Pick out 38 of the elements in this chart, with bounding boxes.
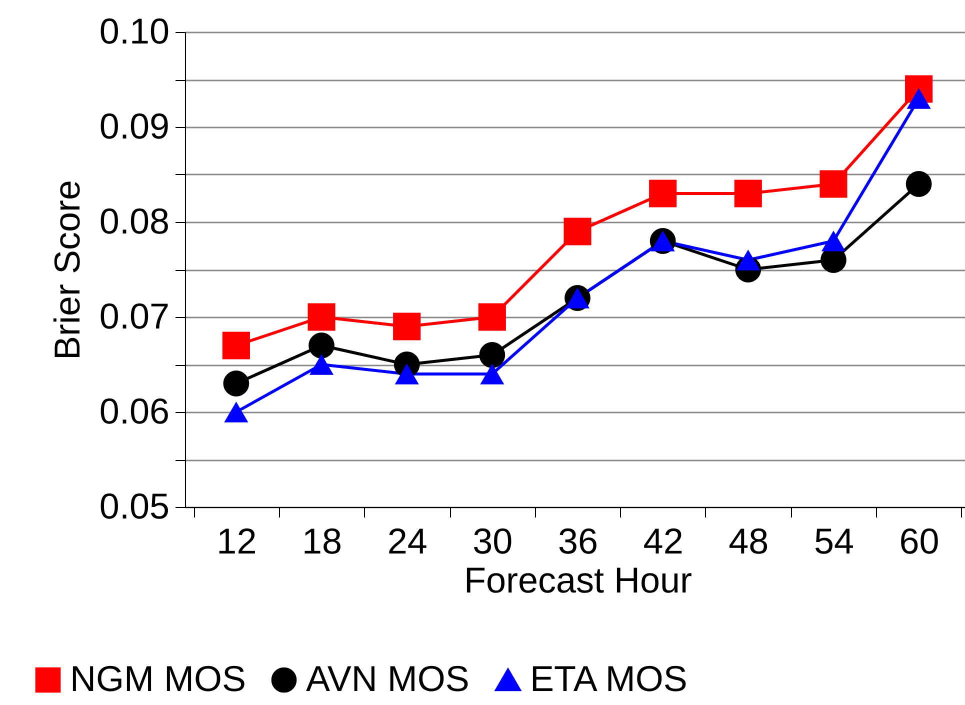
point xyxy=(479,342,506,368)
legend-label: NGM MOS xyxy=(70,658,246,699)
y-tick-label: 0.05 xyxy=(99,486,170,526)
x-tick-label: 30 xyxy=(472,520,513,562)
point xyxy=(223,370,250,396)
legend-label: AVN MOS xyxy=(306,658,470,699)
point xyxy=(308,303,336,331)
point xyxy=(393,312,421,340)
x-tick-label: 36 xyxy=(558,520,598,562)
y-tick-label: 0.09 xyxy=(99,106,170,146)
point xyxy=(222,332,250,360)
y-tick-label: 0.06 xyxy=(99,390,170,432)
point xyxy=(308,332,334,358)
point xyxy=(309,354,334,375)
x-axis-title: Forecast Hour xyxy=(464,560,692,600)
y-tick-label: 0.10 xyxy=(99,10,170,52)
point xyxy=(480,364,504,384)
x-tick-label: 60 xyxy=(899,520,940,562)
point xyxy=(820,170,848,198)
point xyxy=(564,218,592,246)
x-tick-label: 24 xyxy=(387,520,428,562)
point xyxy=(394,364,419,384)
y-tick-label: 0.08 xyxy=(99,200,170,242)
point xyxy=(821,230,846,252)
x-tick-label: 48 xyxy=(728,520,769,562)
x-tick-label: 54 xyxy=(814,520,854,562)
point xyxy=(906,171,932,197)
legend-label: ETA MOS xyxy=(530,658,688,699)
point xyxy=(649,180,677,208)
point xyxy=(734,180,762,208)
point xyxy=(478,303,506,331)
x-tick-label: 42 xyxy=(643,520,684,562)
y-tick-label: 0.07 xyxy=(99,296,170,336)
x-tick-label: 12 xyxy=(216,520,257,562)
point xyxy=(224,402,248,422)
y-axis-title: Brier Score xyxy=(46,180,88,360)
point xyxy=(736,250,760,270)
x-tick-label: 18 xyxy=(302,520,342,562)
